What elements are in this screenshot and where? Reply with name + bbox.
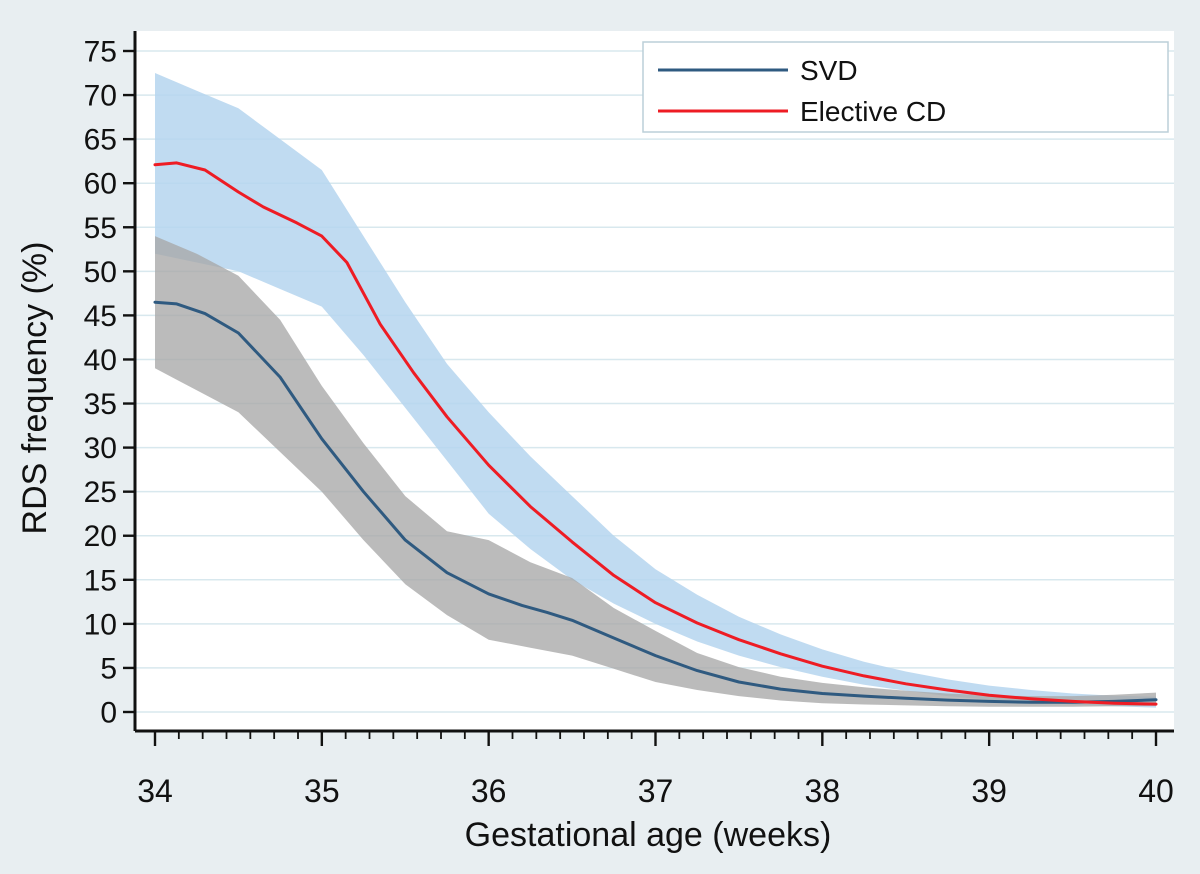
- y-tick-label: 40: [84, 344, 117, 377]
- y-tick-label: 10: [84, 608, 117, 641]
- y-tick-label: 60: [84, 168, 117, 201]
- y-tick-label: 70: [84, 80, 117, 113]
- x-tick-label: 35: [304, 773, 340, 809]
- y-tick-label: 55: [84, 212, 117, 245]
- y-tick-label: 65: [84, 124, 117, 157]
- confidence-bands: [155, 73, 1156, 708]
- x-axis-title: Gestational age (weeks): [465, 816, 832, 854]
- x-tick-label: 38: [805, 773, 841, 809]
- confidence-band-svd: [155, 236, 1156, 707]
- legend-label: Elective CD: [800, 96, 946, 127]
- y-tick-label: 30: [84, 432, 117, 465]
- y-tick-label: 35: [84, 388, 117, 421]
- y-tick-label: 15: [84, 564, 117, 597]
- y-tick-label: 20: [84, 520, 117, 553]
- legend-label: SVD: [800, 55, 858, 86]
- y-tick-label: 45: [84, 300, 117, 333]
- confidence-band-elective-cd: [155, 73, 1156, 708]
- y-tick-label: 5: [100, 652, 117, 685]
- legend-box: [642, 41, 1169, 133]
- x-tick-label: 37: [638, 773, 674, 809]
- y-tick-label: 50: [84, 256, 117, 289]
- y-tick-label: 75: [84, 36, 117, 69]
- legend: SVD Elective CD: [642, 41, 1169, 133]
- y-tick-label: 25: [84, 476, 117, 509]
- series-lines: [153, 161, 1158, 706]
- y-axis-title: RDS frequency (%): [16, 242, 54, 535]
- x-tick-label: 39: [971, 773, 1007, 809]
- axes: 0 5 10 15 20 25 30 35 40 45 50 55 60 65 70 75 34 35 36 37 38…: [84, 31, 1174, 809]
- line-svd: [153, 300, 1158, 704]
- x-tick-label: 36: [471, 773, 507, 809]
- x-tick-label: 40: [1138, 773, 1174, 809]
- x-tick-label: 34: [137, 773, 173, 809]
- y-tick-label: 0: [100, 697, 117, 730]
- line-elective-cd: [153, 161, 1158, 706]
